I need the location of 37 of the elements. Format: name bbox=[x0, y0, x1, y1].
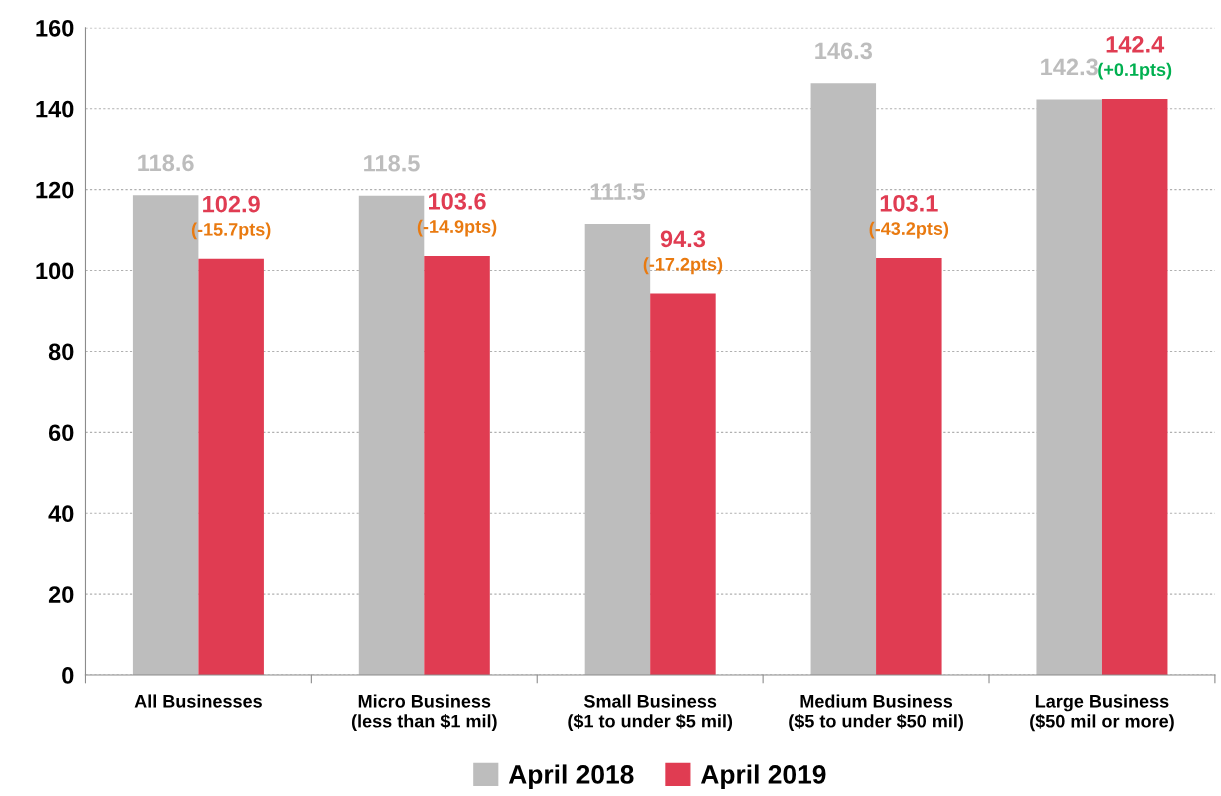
y-tick-label: 80 bbox=[48, 343, 74, 361]
bar bbox=[1101, 99, 1168, 676]
annotation: (+0.1pts) bbox=[1098, 62, 1172, 80]
data-label: 103.6 bbox=[429, 192, 486, 210]
bar bbox=[876, 258, 942, 676]
x-tick-label: Micro Business (less than $1 mil) bbox=[351, 694, 497, 732]
y-tick-label: 40 bbox=[48, 505, 74, 523]
x-tick-label: Small Business ($1 to under $5 mil) bbox=[568, 694, 733, 732]
x-tick-label: Large Business ($50 mil or more) bbox=[1030, 694, 1174, 732]
y-tick-label: 160 bbox=[36, 19, 74, 37]
y-tick-label: 100 bbox=[36, 262, 74, 280]
bar bbox=[1036, 99, 1102, 676]
legend-label: April 2018 bbox=[508, 764, 634, 789]
annotation: (-15.7pts) bbox=[191, 222, 271, 240]
annotation: (-43.2pts) bbox=[869, 221, 949, 239]
data-label: 118.6 bbox=[138, 154, 194, 172]
y-tick-label: 0 bbox=[62, 667, 74, 684]
legend-label: April 2019 bbox=[700, 764, 826, 789]
y-tick-label: 140 bbox=[36, 100, 74, 118]
y-tick-label: 20 bbox=[48, 586, 74, 603]
y-tick-label: 60 bbox=[48, 424, 74, 442]
data-label: 146.3 bbox=[815, 42, 873, 60]
bar bbox=[650, 293, 716, 676]
data-label: 102.9 bbox=[203, 195, 260, 213]
data-label: 111.5 bbox=[590, 183, 646, 200]
data-label: 142.4 bbox=[1106, 35, 1165, 53]
bar bbox=[424, 255, 490, 676]
data-label: 94.3 bbox=[660, 230, 706, 248]
annotation: (-17.2pts) bbox=[643, 257, 723, 275]
data-label: 118.5 bbox=[364, 154, 420, 172]
annotation: (-14.9pts) bbox=[417, 219, 497, 237]
bar bbox=[198, 258, 264, 676]
x-tick-label: All Businesses bbox=[134, 694, 262, 708]
x-tick-label: Medium Business ($5 to under $50 mil) bbox=[789, 694, 963, 732]
y-tick-label: 120 bbox=[36, 181, 74, 199]
data-label: 142.3 bbox=[1041, 58, 1098, 76]
data-label: 103.1 bbox=[880, 194, 938, 212]
